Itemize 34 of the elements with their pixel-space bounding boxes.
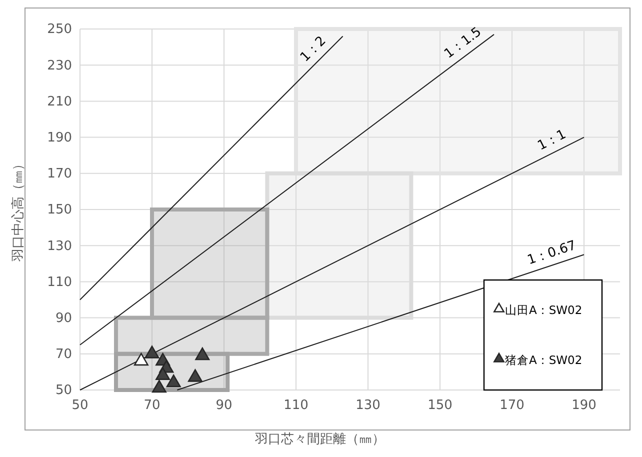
y-tick-label: 130 <box>47 238 72 254</box>
x-axis-title: 羽口芯々間距離（㎜） <box>254 432 385 447</box>
point <box>134 352 148 366</box>
point <box>195 347 210 360</box>
x-tick-label: 70 <box>144 398 160 414</box>
x-tick-label: 170 <box>500 398 524 414</box>
point <box>166 374 181 388</box>
y-axis-title: 羽口中心高（㎜） <box>10 158 26 262</box>
legend-label: 猪倉A：SW02 <box>505 353 582 367</box>
y-tick-label: 230 <box>47 58 72 74</box>
point <box>156 367 170 380</box>
y-tick-label: 110 <box>47 274 72 290</box>
point <box>188 369 202 382</box>
y-tick-label: 90 <box>55 310 72 326</box>
x-tick-label: 190 <box>572 398 596 414</box>
text: 1：2 <box>298 34 330 66</box>
y-tick-label: 150 <box>47 202 72 218</box>
y-tick-label: 210 <box>47 94 72 110</box>
x-tick-label: 90 <box>216 398 232 414</box>
legend-label: 山田A：SW02 <box>505 303 582 317</box>
text: 1：0.67 <box>526 238 578 268</box>
point <box>152 380 166 393</box>
text: 1：1 <box>535 127 569 154</box>
y-tick-label: 170 <box>47 166 72 182</box>
x-tick-label: 50 <box>72 398 88 414</box>
x-tick-label: 150 <box>428 398 452 414</box>
x-tick-label: 130 <box>356 398 380 414</box>
x-tick-label: 110 <box>284 398 308 414</box>
point <box>144 346 160 358</box>
y-tick-label: 190 <box>47 130 72 146</box>
y-tick-label: 70 <box>55 347 72 362</box>
y-tick-label: 50 <box>55 383 72 398</box>
y-tick-label: 250 <box>47 22 72 38</box>
text: 1：1.5 <box>442 24 484 62</box>
